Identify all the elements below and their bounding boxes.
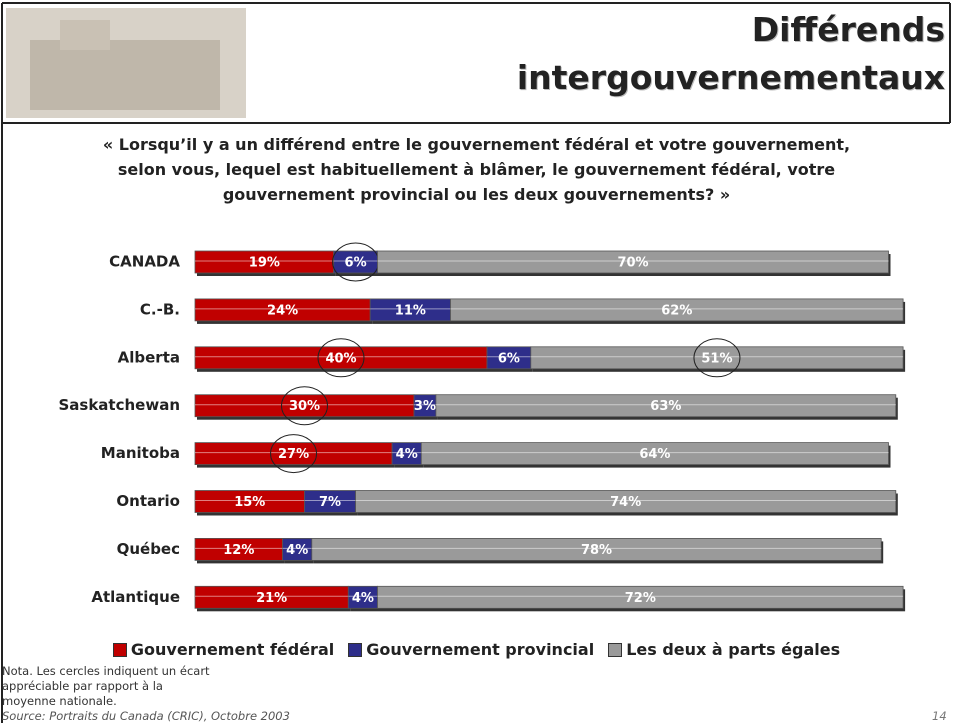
legend-swatch — [348, 643, 362, 657]
category-label: Manitoba — [101, 444, 180, 462]
value-label: 6% — [498, 351, 520, 366]
category-label: Saskatchewan — [58, 396, 180, 414]
value-label: 11% — [395, 303, 426, 318]
value-label: 40% — [325, 351, 356, 366]
value-label: 4% — [396, 447, 418, 462]
legend-item: Les deux à parts égales — [608, 640, 840, 659]
category-label: Alberta — [118, 348, 180, 366]
slide: Différends intergouvernementaux « Lorsqu… — [0, 0, 953, 723]
category-label: Ontario — [116, 492, 180, 510]
value-label: 6% — [345, 256, 367, 271]
value-label: 51% — [701, 351, 732, 366]
legend: Gouvernement fédéral Gouvernement provinc… — [0, 640, 953, 659]
legend-swatch — [608, 643, 622, 657]
value-label: 30% — [289, 399, 320, 414]
value-label: 3% — [414, 399, 436, 414]
value-label: 4% — [286, 543, 308, 558]
value-label: 64% — [639, 447, 670, 462]
legend-label: Gouvernement fédéral — [131, 640, 334, 659]
value-label: 19% — [249, 256, 280, 271]
category-label: CANADA — [109, 253, 180, 271]
value-label: 24% — [267, 303, 298, 318]
category-label: Atlantique — [91, 588, 180, 606]
chart: CANADA 19% 6% 70% C.-B. 24% 11% 62% Alberta 40% 6%… — [0, 0, 953, 630]
page-number: 14 — [932, 709, 947, 723]
note: Nota. Les cercles indiquent un écart — [2, 664, 210, 678]
value-label: 12% — [223, 543, 254, 558]
value-label: 62% — [661, 303, 692, 318]
value-label: 4% — [352, 591, 374, 606]
note: appréciable par rapport à la — [2, 679, 163, 693]
legend-label: Les deux à parts égales — [626, 640, 840, 659]
value-label: 7% — [319, 495, 341, 510]
category-label: Québec — [117, 540, 180, 558]
source: Source: Portraits du Canada (CRIC), Octo… — [2, 709, 290, 723]
legend-item: Gouvernement provincial — [348, 640, 594, 659]
legend-swatch — [113, 643, 127, 657]
value-label: 78% — [581, 543, 612, 558]
value-label: 72% — [625, 591, 656, 606]
value-label: 70% — [617, 256, 648, 271]
category-label: C.-B. — [140, 300, 180, 318]
value-label: 63% — [650, 399, 681, 414]
value-label: 15% — [234, 495, 265, 510]
value-label: 21% — [256, 591, 287, 606]
value-label: 27% — [278, 447, 309, 462]
note: moyenne nationale. — [2, 694, 117, 708]
legend-item: Gouvernement fédéral — [113, 640, 334, 659]
value-label: 74% — [610, 495, 641, 510]
legend-label: Gouvernement provincial — [366, 640, 594, 659]
